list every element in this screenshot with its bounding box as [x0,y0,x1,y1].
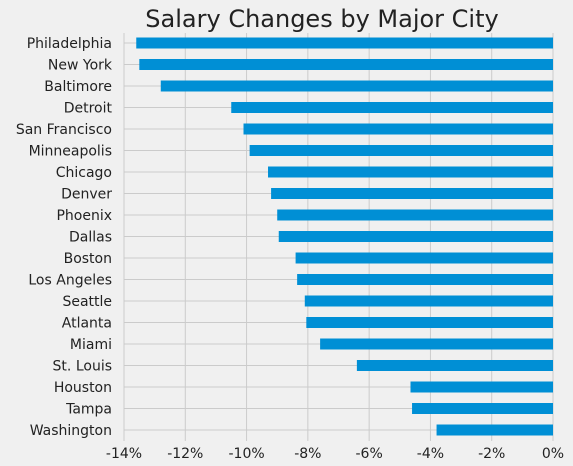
x-tick-label: -6% [356,446,383,462]
y-tick-label: San Francisco [16,122,112,138]
y-tick-label: Detroit [64,101,113,117]
bar [249,145,553,156]
y-tick-label: Seattle [62,294,112,310]
x-tick-labels: -14% -12% -10% -8% -6% -4% -2% 0% [106,446,564,462]
y-tick-label: Boston [64,251,112,267]
y-tick-label: Atlanta [62,316,112,332]
x-tick-label: -14% [106,446,142,462]
x-tick-label: -10% [228,446,264,462]
y-tick-label: Los Angeles [28,273,112,289]
bar [136,37,553,49]
x-tick-label: -4% [417,446,444,462]
y-tick-label: Denver [61,187,112,203]
x-tick-label: -2% [478,446,505,462]
bar [410,381,553,393]
y-tick-label: Minneapolis [29,144,112,160]
x-tick-label: -8% [294,446,321,462]
bar [297,274,553,285]
bar [160,80,553,92]
bar [304,295,553,307]
bar [295,252,553,264]
bar [231,102,553,113]
bar [139,59,554,70]
y-tick-label: Baltimore [44,79,112,95]
y-tick-label: Tampa [65,402,112,418]
y-tick-label: Phoenix [56,208,112,224]
y-tick-label: Chicago [56,165,112,181]
x-tick-label: -12% [167,446,203,462]
bar [320,338,553,350]
y-tick-label: Miami [70,337,112,353]
bar [277,209,553,221]
y-tick-label: Washington [30,423,112,439]
chart-title: Salary Changes by Major City [145,5,498,33]
bar [243,123,553,135]
y-tick-label: Houston [54,380,112,396]
bars [136,37,554,436]
bar [356,360,553,371]
x-tick-label: 0% [542,446,564,462]
y-tick-label: New York [48,58,113,74]
bar [412,403,553,414]
y-tick-label: St. Louis [53,359,112,375]
y-tick-label: Dallas [69,230,112,246]
bar [271,188,553,199]
y-tick-label: Philadelphia [27,36,112,52]
bar [268,166,553,178]
bar [278,231,553,242]
bar [436,424,553,436]
y-tick-labels: Philadelphia New York Baltimore Detroit San … [16,36,113,439]
bar [306,317,553,328]
